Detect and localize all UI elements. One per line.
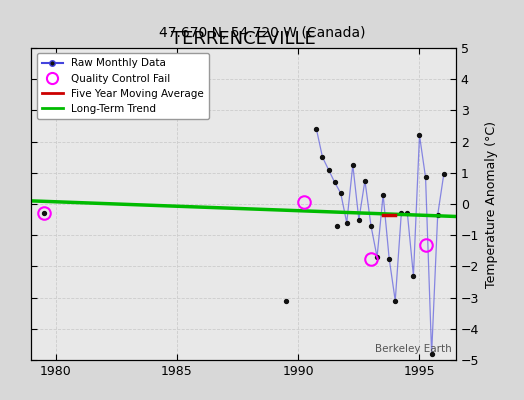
- Point: [409, 272, 418, 279]
- Point: [391, 298, 399, 304]
- Point: [433, 212, 442, 218]
- Point: [355, 216, 363, 223]
- Point: [348, 162, 357, 168]
- Point: [336, 190, 345, 196]
- Point: [361, 178, 369, 184]
- Point: [318, 154, 326, 160]
- Point: [385, 256, 394, 262]
- Text: 47.670 N, 54.720 W (Canada): 47.670 N, 54.720 W (Canada): [159, 26, 365, 40]
- Point: [39, 210, 48, 216]
- Point: [343, 220, 351, 226]
- Point: [379, 192, 387, 198]
- Point: [331, 179, 339, 185]
- Point: [403, 210, 411, 216]
- Title: TERRENCEVILLE: TERRENCEVILLE: [171, 30, 316, 48]
- Point: [312, 126, 321, 132]
- Point: [282, 298, 290, 304]
- Point: [416, 132, 424, 138]
- Point: [397, 210, 406, 216]
- Legend: Raw Monthly Data, Quality Control Fail, Five Year Moving Average, Long-Term Tren: Raw Monthly Data, Quality Control Fail, …: [37, 53, 209, 119]
- Text: Berkeley Earth: Berkeley Earth: [375, 344, 452, 354]
- Y-axis label: Temperature Anomaly (°C): Temperature Anomaly (°C): [485, 120, 498, 288]
- Point: [373, 254, 381, 260]
- Point: [367, 223, 375, 229]
- Point: [421, 174, 430, 181]
- Point: [324, 166, 333, 173]
- Point: [428, 350, 436, 357]
- Point: [332, 223, 341, 229]
- Point: [440, 171, 448, 178]
